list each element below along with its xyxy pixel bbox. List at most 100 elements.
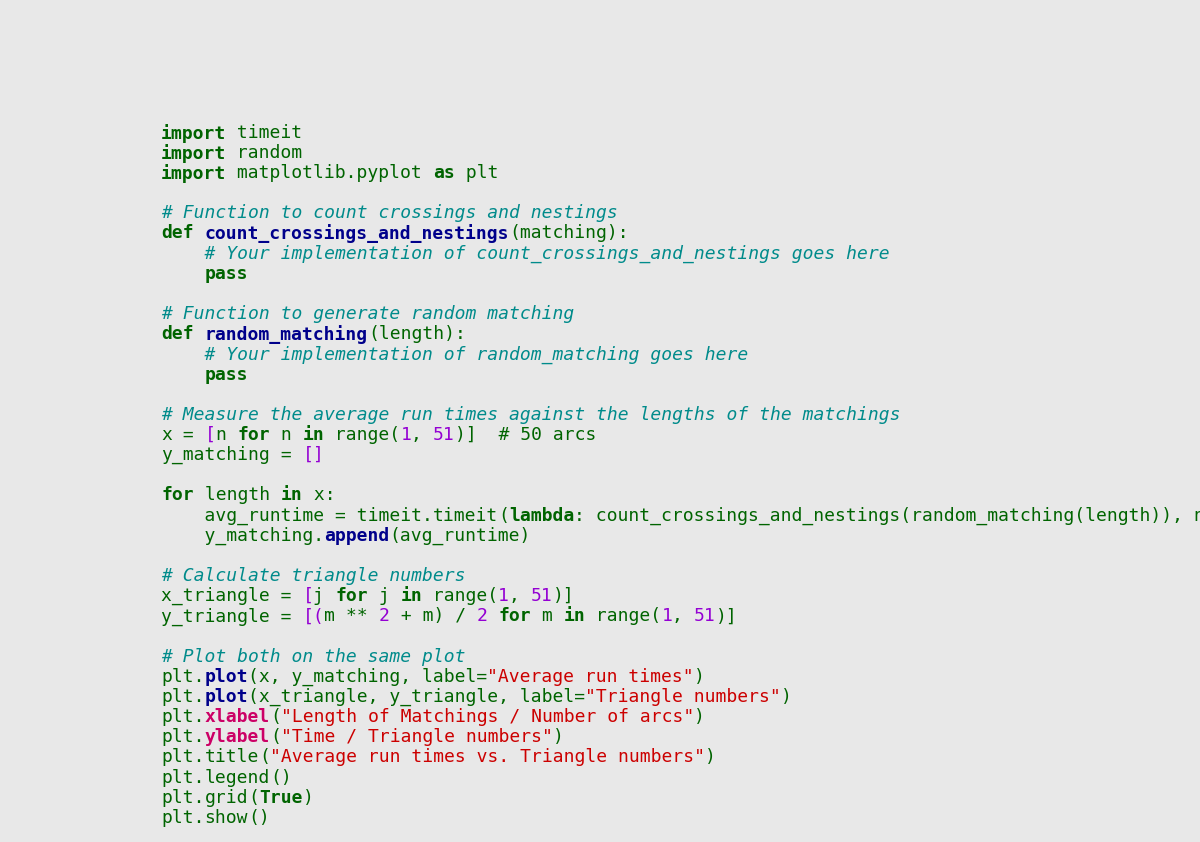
Text: # Measure the average run times against the lengths of the matchings: # Measure the average run times against … [161, 406, 901, 424]
Text: y_matching.: y_matching. [161, 527, 324, 545]
Text: # Function to count crossings and nestings: # Function to count crossings and nestin… [161, 205, 618, 222]
Text: random_matching: random_matching [205, 325, 367, 344]
Text: ,: , [672, 607, 694, 626]
Text: n: n [270, 426, 302, 444]
Text: plt: plt [455, 164, 498, 182]
Text: timeit: timeit [433, 507, 498, 525]
Text: (: ( [248, 789, 259, 807]
Text: (x_triangle, y_triangle, label=: (x_triangle, y_triangle, label= [248, 688, 586, 706]
Text: 51: 51 [433, 426, 455, 444]
Text: length: length [193, 487, 281, 504]
Text: )]  # 50 arcs: )] # 50 arcs [455, 426, 596, 444]
Text: for: for [335, 587, 367, 605]
Text: show: show [205, 809, 248, 827]
Text: def: def [161, 225, 193, 242]
Text: "Average run times vs. Triangle numbers": "Average run times vs. Triangle numbers" [270, 749, 704, 766]
Text: range(: range( [586, 607, 661, 626]
Text: legend: legend [205, 769, 270, 786]
Text: ): ) [302, 789, 313, 807]
Text: timeit: timeit [227, 124, 302, 141]
Text: 1: 1 [401, 426, 412, 444]
Text: [: [ [205, 426, 216, 444]
Text: plt.: plt. [161, 708, 205, 726]
Text: j: j [367, 587, 401, 605]
Text: plot: plot [205, 668, 248, 685]
Text: matplotlib.pyplot: matplotlib.pyplot [227, 164, 433, 182]
Text: "Triangle numbers": "Triangle numbers" [586, 688, 781, 706]
Text: [: [ [302, 587, 313, 605]
Text: ): ) [553, 728, 564, 746]
Text: import: import [161, 124, 227, 142]
Text: in: in [564, 607, 586, 626]
Text: n: n [216, 426, 238, 444]
Text: ,: , [412, 426, 433, 444]
Text: True: True [259, 789, 302, 807]
Text: # Your implementation of count_crossings_and_nestings goes here: # Your implementation of count_crossings… [161, 245, 889, 263]
Text: append: append [324, 527, 390, 545]
Text: plt.: plt. [161, 668, 205, 685]
Text: (avg_runtime): (avg_runtime) [390, 527, 530, 545]
Text: 1: 1 [661, 607, 672, 626]
Text: in: in [401, 587, 422, 605]
Text: (: ( [498, 507, 509, 525]
Text: xlabel: xlabel [205, 708, 270, 726]
Text: import: import [161, 144, 227, 163]
Text: plt.: plt. [161, 789, 205, 807]
Text: title: title [205, 749, 259, 766]
Text: 1: 1 [498, 587, 509, 605]
Text: grid: grid [205, 789, 248, 807]
Text: plt.: plt. [161, 728, 205, 746]
Text: : count_crossings_and_nestings(random_matching(length)), number=: : count_crossings_and_nestings(random_ma… [575, 507, 1200, 525]
Text: (matching):: (matching): [509, 225, 629, 242]
Text: (): () [270, 769, 292, 786]
Text: (: ( [270, 728, 281, 746]
Text: plt.: plt. [161, 769, 205, 786]
Text: for: for [238, 426, 270, 444]
Text: (): () [248, 809, 270, 827]
Text: plot: plot [205, 688, 248, 706]
Text: [: [ [302, 446, 313, 464]
Text: **: ** [346, 607, 379, 626]
Text: in: in [281, 487, 302, 504]
Text: x: x [161, 426, 172, 444]
Text: + m) /: + m) / [390, 607, 476, 626]
Text: )]: )] [715, 607, 738, 626]
Text: 2: 2 [476, 607, 487, 626]
Text: # Plot both on the same plot: # Plot both on the same plot [161, 647, 466, 666]
Text: ,: , [509, 587, 530, 605]
Text: lambda: lambda [509, 507, 575, 525]
Text: range(: range( [324, 426, 401, 444]
Text: import: import [161, 164, 227, 183]
Text: (: ( [259, 749, 270, 766]
Text: 51: 51 [530, 587, 553, 605]
Text: x:: x: [302, 487, 335, 504]
Text: def: def [161, 325, 193, 344]
Text: # Your implementation of random_matching goes here: # Your implementation of random_matching… [161, 345, 749, 364]
Text: =: = [172, 426, 205, 444]
Text: m: m [530, 607, 564, 626]
Text: 51: 51 [694, 607, 715, 626]
Text: x_triangle =: x_triangle = [161, 587, 302, 605]
Text: count_crossings_and_nestings: count_crossings_and_nestings [205, 225, 509, 243]
Text: plt.: plt. [161, 688, 205, 706]
Text: j: j [313, 587, 335, 605]
Text: avg_runtime = timeit.: avg_runtime = timeit. [161, 507, 433, 525]
Text: # Calculate triangle numbers: # Calculate triangle numbers [161, 567, 466, 585]
Text: for: for [161, 487, 193, 504]
Text: pass: pass [205, 264, 248, 283]
Text: =: = [270, 446, 302, 464]
Text: random: random [227, 144, 302, 162]
Text: (x, y_matching, label=: (x, y_matching, label= [248, 668, 487, 686]
Text: for: for [498, 607, 530, 626]
Text: ylabel: ylabel [205, 728, 270, 746]
Text: plt.: plt. [161, 749, 205, 766]
Text: m: m [324, 607, 346, 626]
Text: ): ) [781, 688, 792, 706]
Text: "Time / Triangle numbers": "Time / Triangle numbers" [281, 728, 553, 746]
Text: "Length of Matchings / Number of arcs": "Length of Matchings / Number of arcs" [281, 708, 694, 726]
Text: (length):: (length): [367, 325, 466, 344]
Text: ): ) [694, 668, 704, 685]
Text: ): ) [704, 749, 715, 766]
Text: (: ( [270, 708, 281, 726]
Text: as: as [433, 164, 455, 182]
